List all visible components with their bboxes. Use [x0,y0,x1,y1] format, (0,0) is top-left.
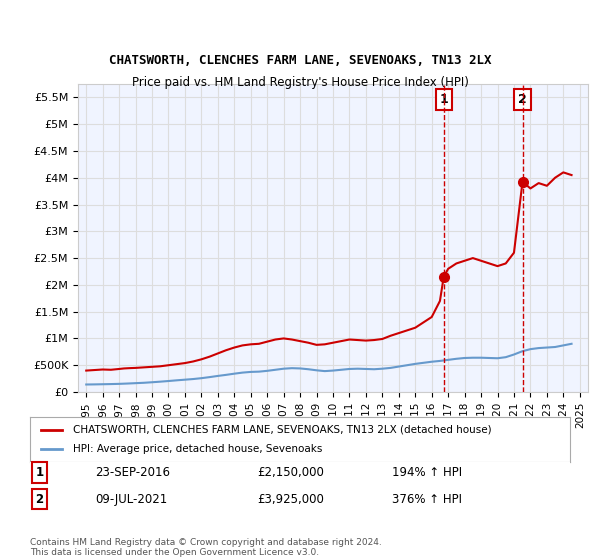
Text: HPI: Average price, detached house, Sevenoaks: HPI: Average price, detached house, Seve… [73,445,323,455]
Text: 1: 1 [439,93,448,106]
Text: CHATSWORTH, CLENCHES FARM LANE, SEVENOAKS, TN13 2LX (detached house): CHATSWORTH, CLENCHES FARM LANE, SEVENOAK… [73,424,492,435]
Text: Price paid vs. HM Land Registry's House Price Index (HPI): Price paid vs. HM Land Registry's House … [131,76,469,88]
Text: Contains HM Land Registry data © Crown copyright and database right 2024.
This d: Contains HM Land Registry data © Crown c… [30,538,382,557]
Text: 194% ↑ HPI: 194% ↑ HPI [392,466,462,479]
Text: 1: 1 [35,466,44,479]
Text: £3,925,000: £3,925,000 [257,493,323,506]
Text: 2: 2 [35,493,44,506]
Text: 09-JUL-2021: 09-JUL-2021 [95,493,167,506]
Text: £2,150,000: £2,150,000 [257,466,323,479]
Text: 2: 2 [518,93,527,106]
Text: 376% ↑ HPI: 376% ↑ HPI [392,493,462,506]
Text: CHATSWORTH, CLENCHES FARM LANE, SEVENOAKS, TN13 2LX: CHATSWORTH, CLENCHES FARM LANE, SEVENOAK… [109,54,491,67]
Text: 23-SEP-2016: 23-SEP-2016 [95,466,170,479]
